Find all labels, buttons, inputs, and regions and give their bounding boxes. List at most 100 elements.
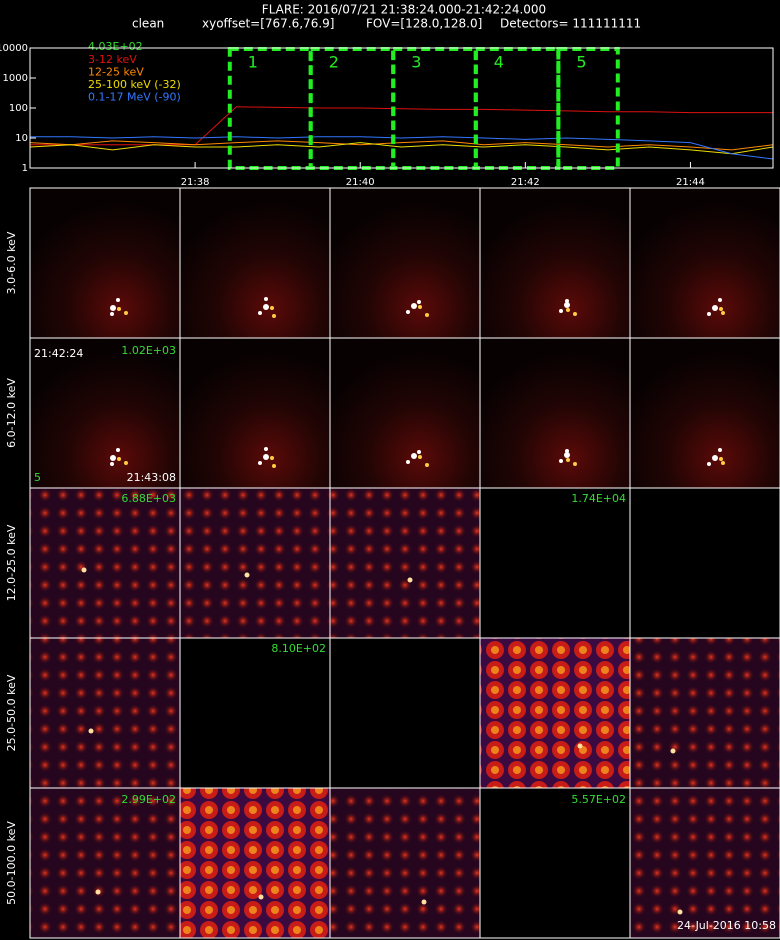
- interval-label: 1: [248, 53, 258, 72]
- source-spot: [95, 889, 101, 895]
- image-panel: [179, 337, 331, 489]
- source-spot: [116, 448, 120, 452]
- max-value: 6.88E+03: [121, 492, 176, 505]
- source-spot: [272, 314, 276, 318]
- image-panel: [479, 187, 631, 339]
- source-spot: [258, 461, 262, 465]
- image-panel: [29, 187, 181, 339]
- x-tick-label: 21:42: [511, 177, 540, 188]
- source-spot: [707, 312, 711, 316]
- legend-entry: 12-25 keV: [88, 66, 144, 79]
- source-spot: [421, 899, 427, 905]
- source-spot: [559, 459, 563, 463]
- series-line: [29, 140, 774, 151]
- image-panel: [629, 187, 780, 339]
- row-label: 12.0-25.0 keV: [5, 524, 18, 601]
- start-time: 21:42:24: [34, 347, 83, 360]
- image-panel: [329, 337, 481, 489]
- x-tick-label: 21:40: [346, 177, 375, 188]
- image-panel: [329, 787, 481, 939]
- image-panel: [629, 787, 780, 939]
- interval-label: 5: [576, 53, 586, 72]
- series-line: [29, 142, 774, 155]
- source-spot: [425, 463, 429, 467]
- source-spot: [264, 297, 268, 301]
- source-spot: [81, 567, 87, 573]
- header-fov: FOV=[128.0,128.0]: [366, 17, 482, 31]
- y-tick-label: 1000: [3, 73, 28, 84]
- source-spot: [124, 461, 128, 465]
- image-panel: [29, 787, 181, 939]
- source-spot: [577, 743, 583, 749]
- header-mode: clean: [132, 17, 164, 31]
- source-spot: [573, 462, 577, 466]
- source-spot: [565, 449, 569, 453]
- source-spot: [721, 311, 725, 315]
- series-line: [30, 106, 773, 146]
- source-spot: [417, 300, 421, 304]
- interval-label: 2: [329, 53, 339, 72]
- plot-frame: [29, 47, 774, 169]
- source-spot: [417, 450, 421, 454]
- image-panel: [479, 787, 631, 939]
- image-panel: [629, 487, 780, 639]
- source-spot: [418, 455, 422, 459]
- image-grid: 3.0-6.0 keV 6.0-12.0 keV 12.0-25.0 keV 25.0…: [5, 187, 780, 939]
- y-tick-label: 100: [9, 103, 28, 114]
- interval-box: [556, 47, 620, 170]
- source-spot: [270, 456, 274, 460]
- interval-box: [473, 47, 561, 170]
- legend-entry: 25-100 keV (-32): [88, 78, 181, 91]
- source-spot: [718, 298, 722, 302]
- max-value: 2.99E+02: [121, 793, 176, 806]
- timestamp: 24-Jul-2016 10:58: [677, 919, 776, 932]
- max-value: 1.02E+03: [121, 344, 176, 357]
- source-spot: [124, 311, 128, 315]
- row-label: 3.0-6.0 keV: [5, 231, 18, 294]
- image-panel: [29, 637, 181, 789]
- image-panel: [629, 637, 780, 789]
- image-panel: [29, 337, 181, 489]
- source-spot: [721, 461, 725, 465]
- image-panel: [179, 487, 331, 639]
- source-spot: [117, 457, 121, 461]
- legend-entry: 0.1-17 MeV (-90): [88, 91, 181, 104]
- source-spot: [559, 309, 563, 313]
- source-spot: [425, 313, 429, 317]
- source-spot: [264, 447, 268, 451]
- source-spot: [566, 458, 570, 462]
- series-line: [30, 136, 774, 160]
- x-tick-label: 21:44: [676, 177, 705, 188]
- source-spot: [407, 577, 413, 583]
- row-label: 50.0-100.0 keV: [5, 821, 18, 905]
- source-spot: [718, 448, 722, 452]
- source-spot: [564, 302, 570, 308]
- grid-annotations: 21:42:24 21:43:08 5 1.02E+03 6.88E+03 1.…: [34, 344, 776, 932]
- source-spot: [564, 452, 570, 458]
- source-spot: [263, 454, 269, 460]
- interval-label: 4: [494, 53, 504, 72]
- source-spot: [565, 299, 569, 303]
- source-spot: [110, 462, 114, 466]
- source-spot: [677, 909, 683, 915]
- legend-entry: 3-12 keV: [88, 53, 137, 66]
- image-panel: [29, 487, 181, 639]
- source-spot: [566, 308, 570, 312]
- source-spot: [406, 460, 410, 464]
- source-spot: [117, 307, 121, 311]
- image-panel: [179, 187, 331, 339]
- image-panel: [629, 337, 780, 489]
- header-title: FLARE: 2016/07/21 21:38:24.000-21:42:24.…: [262, 3, 546, 17]
- source-spot: [712, 455, 718, 461]
- source-spot: [110, 305, 116, 311]
- source-spot: [258, 894, 264, 900]
- image-panel: [479, 637, 631, 789]
- image-panel: [179, 787, 331, 939]
- x-tick-label: 21:38: [181, 177, 210, 188]
- source-spot: [406, 310, 410, 314]
- source-spot: [719, 457, 723, 461]
- row-label: 25.0-50.0 keV: [5, 674, 18, 751]
- header-detectors: Detectors= 111111111: [500, 17, 641, 31]
